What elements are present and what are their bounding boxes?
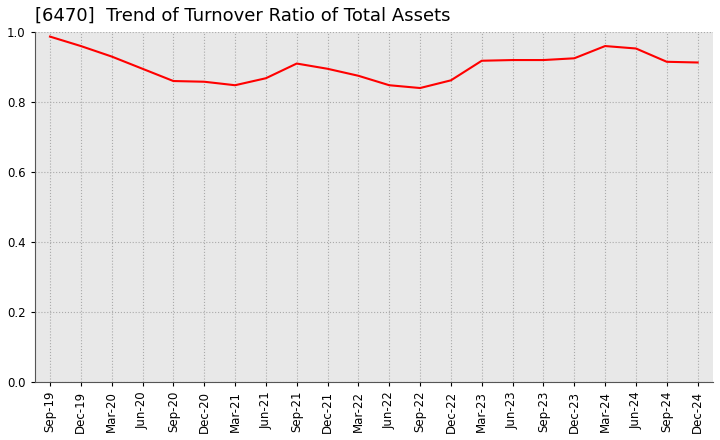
Text: [6470]  Trend of Turnover Ratio of Total Assets: [6470] Trend of Turnover Ratio of Total … [35,7,450,25]
